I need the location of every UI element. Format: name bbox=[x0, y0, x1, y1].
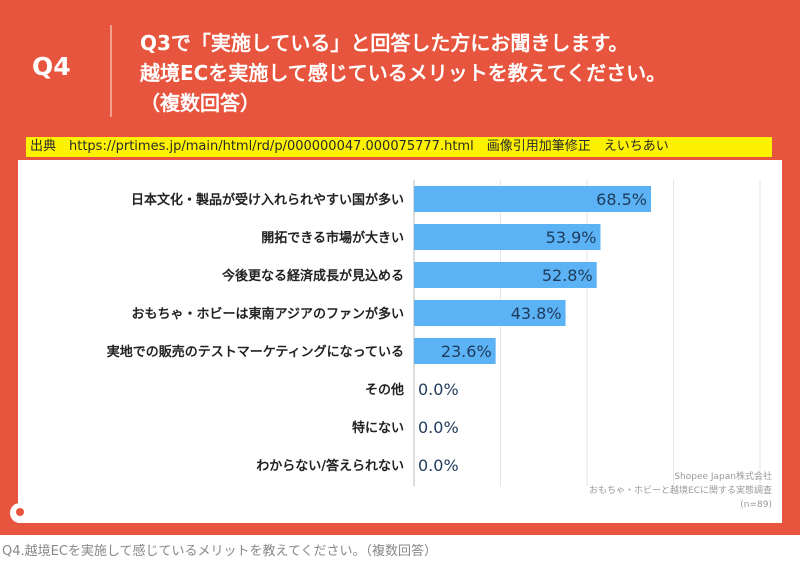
credit-survey-title: おもちゃ・ホビーと越境ECに関する実態調査 bbox=[589, 486, 772, 496]
bar bbox=[414, 224, 601, 250]
value-label: 23.6% bbox=[441, 342, 492, 361]
category-label: 実地での販売のテストマーケティングになっている bbox=[107, 344, 404, 360]
bar-chart: 日本文化・製品が受け入れられやすい国が多い 68.5% 開拓できる市場が大きい 53.… bbox=[107, 180, 761, 486]
value-label: 0.0% bbox=[418, 380, 459, 399]
chart-panel bbox=[18, 160, 782, 523]
credit-company: Shopee Japan株式会社 bbox=[674, 472, 772, 482]
brand-logo: リサピー bbox=[10, 500, 106, 526]
bar bbox=[414, 186, 652, 212]
category-label: 日本文化・製品が受け入れられやすい国が多い bbox=[131, 192, 404, 208]
value-label: 0.0% bbox=[418, 456, 459, 475]
question-line-2: 越境ECを実施して感じているメリットを教えてください。 bbox=[140, 61, 667, 85]
value-label: 53.9% bbox=[546, 228, 597, 247]
category-label: 今後更なる経済成長が見込める bbox=[221, 268, 404, 284]
category-label: わからない/答えられない bbox=[256, 458, 404, 474]
question-number: Q4 bbox=[32, 52, 71, 81]
brand-logo-text: リサピー bbox=[34, 504, 106, 525]
value-label: 68.5% bbox=[596, 190, 647, 209]
image-caption: Q4.越境ECを実施して感じているメリットを教えてください。（複数回答） bbox=[2, 544, 437, 559]
question-text: Q3で「実施している」と回答した方にお聞きします。 越境ECを実施して感じている… bbox=[140, 28, 666, 118]
credit-sample-size: (n=89) bbox=[740, 500, 772, 510]
category-label: その他 bbox=[365, 382, 404, 398]
value-label: 52.8% bbox=[542, 266, 593, 285]
value-label: 0.0% bbox=[418, 418, 459, 437]
bar bbox=[414, 338, 496, 364]
question-header: Q4 Q3で「実施している」と回答した方にお聞きします。 越境ECを実施して感じ… bbox=[0, 0, 800, 135]
pin-circle-icon bbox=[10, 503, 30, 523]
question-line-3: （複数回答） bbox=[140, 91, 260, 115]
bar bbox=[414, 262, 597, 288]
category-label: 開拓できる市場が大きい bbox=[261, 230, 404, 246]
header-divider bbox=[110, 25, 112, 117]
source-note: 出典 https://prtimes.jp/main/html/rd/p/000… bbox=[26, 137, 772, 157]
bar bbox=[414, 300, 566, 326]
category-label: おもちゃ・ホビーは東南アジアのファンが多い bbox=[132, 306, 404, 322]
survey-credit: Shopee Japan株式会社 おもちゃ・ホビーと越境ECに関する実態調査 (… bbox=[589, 470, 772, 512]
value-label: 43.8% bbox=[511, 304, 562, 323]
category-label: 特にない bbox=[352, 420, 404, 436]
question-line-1: Q3で「実施している」と回答した方にお聞きします。 bbox=[140, 31, 629, 55]
